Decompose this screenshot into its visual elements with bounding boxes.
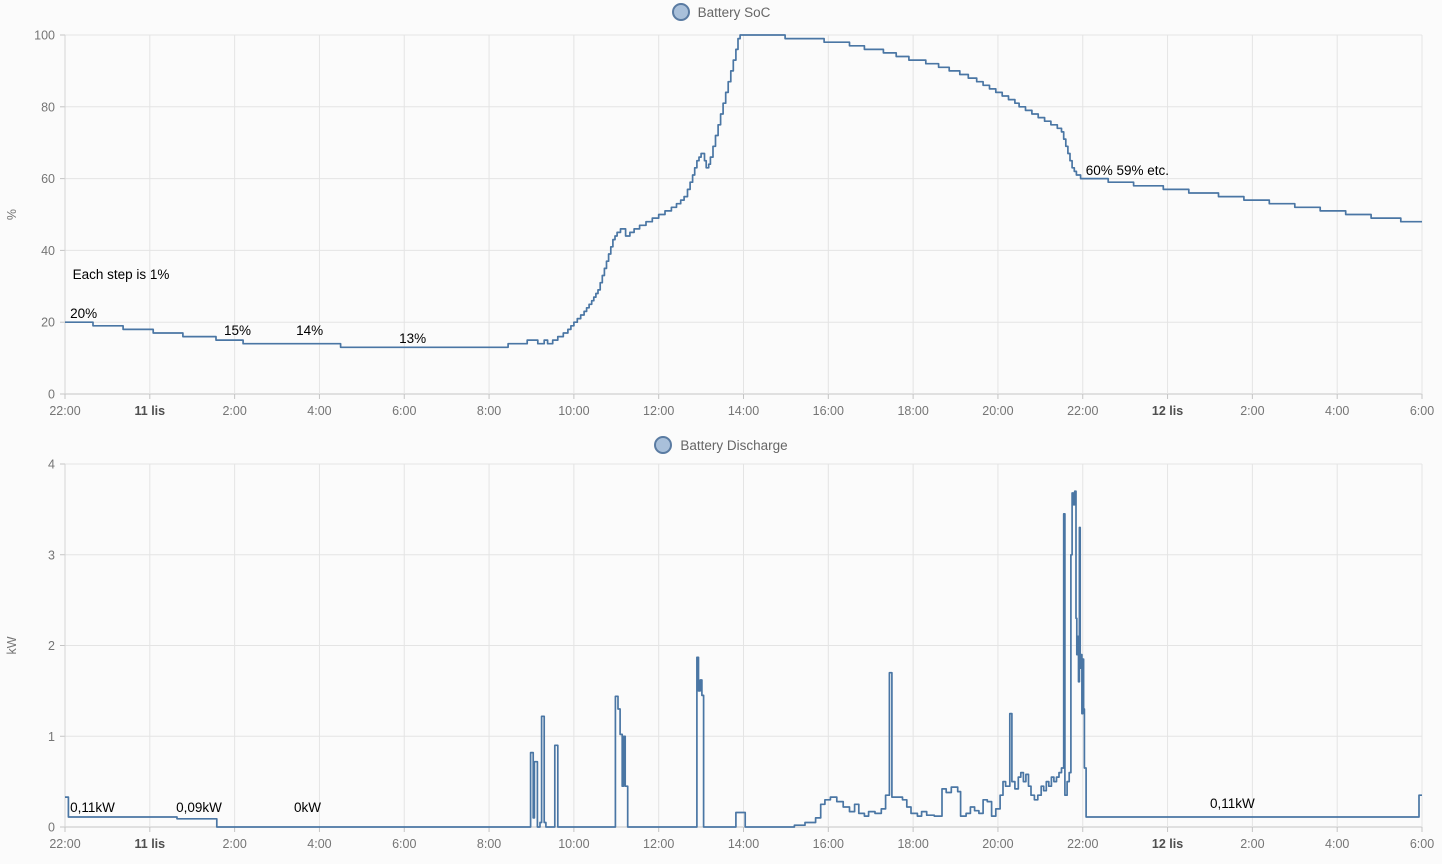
svg-text:13%: 13% bbox=[399, 331, 426, 346]
legend-circle-icon bbox=[671, 3, 690, 21]
svg-text:22:00: 22:00 bbox=[49, 404, 80, 418]
battery-soc-chart: Battery SoC 0 20 40 60 80 100 22:00 11 lis 2:00 4… bbox=[0, 0, 1442, 430]
svg-text:22:00: 22:00 bbox=[49, 837, 80, 851]
svg-text:12:00: 12:00 bbox=[643, 837, 674, 851]
svg-text:11 lis: 11 lis bbox=[135, 837, 166, 851]
svg-text:14%: 14% bbox=[296, 323, 323, 338]
svg-text:0kW: 0kW bbox=[294, 800, 321, 815]
svg-text:60: 60 bbox=[41, 172, 55, 186]
svg-text:14:00: 14:00 bbox=[728, 837, 759, 851]
svg-text:0,09kW: 0,09kW bbox=[176, 800, 222, 815]
svg-text:4:00: 4:00 bbox=[1325, 404, 1349, 418]
svg-text:10:00: 10:00 bbox=[558, 404, 589, 418]
svg-text:12 lis: 12 lis bbox=[1152, 404, 1183, 418]
svg-text:11 lis: 11 lis bbox=[135, 404, 166, 418]
svg-text:15%: 15% bbox=[224, 323, 251, 338]
svg-text:20%: 20% bbox=[70, 306, 97, 321]
svg-text:4:00: 4:00 bbox=[307, 837, 331, 851]
battery-soc-plot-area: 0 20 40 60 80 100 22:00 11 lis 2:00 4:00 6:00 8:00 1… bbox=[5, 29, 1434, 419]
svg-text:2:00: 2:00 bbox=[222, 837, 246, 851]
svg-text:8:00: 8:00 bbox=[477, 837, 501, 851]
battery-discharge-chart: Battery Discharge 0 1 2 3 4 22:00 11 lis 2:00 4:… bbox=[0, 430, 1442, 864]
svg-text:6:00: 6:00 bbox=[1410, 404, 1434, 418]
svg-text:6:00: 6:00 bbox=[1410, 837, 1434, 851]
svg-text:18:00: 18:00 bbox=[897, 837, 928, 851]
svg-text:%: % bbox=[5, 209, 19, 220]
svg-text:22:00: 22:00 bbox=[1067, 404, 1098, 418]
svg-text:4:00: 4:00 bbox=[307, 404, 331, 418]
svg-text:6:00: 6:00 bbox=[392, 404, 416, 418]
svg-text:3: 3 bbox=[48, 548, 55, 562]
svg-text:8:00: 8:00 bbox=[477, 404, 501, 418]
svg-text:2:00: 2:00 bbox=[1240, 404, 1264, 418]
svg-text:80: 80 bbox=[41, 100, 55, 114]
svg-text:60% 59% etc.: 60% 59% etc. bbox=[1086, 163, 1169, 178]
battery-discharge-legend[interactable]: Battery Discharge bbox=[0, 436, 1442, 454]
svg-text:20: 20 bbox=[41, 316, 55, 330]
legend-circle-icon bbox=[654, 436, 673, 454]
svg-text:10:00: 10:00 bbox=[558, 837, 589, 851]
svg-text:20:00: 20:00 bbox=[982, 837, 1013, 851]
svg-text:0,11kW: 0,11kW bbox=[70, 800, 115, 815]
svg-text:6:00: 6:00 bbox=[392, 837, 416, 851]
battery-discharge-plot-area: 0 1 2 3 4 22:00 11 lis 2:00 4:00 6:00 8:00 10:00 12:… bbox=[5, 458, 1434, 852]
svg-text:12:00: 12:00 bbox=[643, 404, 674, 418]
svg-text:100: 100 bbox=[34, 29, 55, 43]
svg-text:2:00: 2:00 bbox=[222, 404, 246, 418]
svg-text:16:00: 16:00 bbox=[813, 837, 844, 851]
svg-text:kW: kW bbox=[5, 636, 19, 654]
svg-text:0,11kW: 0,11kW bbox=[1210, 796, 1255, 811]
svg-text:1: 1 bbox=[48, 730, 55, 744]
svg-text:14:00: 14:00 bbox=[728, 404, 759, 418]
svg-text:4: 4 bbox=[48, 458, 55, 472]
battery-discharge-legend-label: Battery Discharge bbox=[680, 437, 788, 453]
svg-text:2: 2 bbox=[48, 639, 55, 653]
svg-text:20:00: 20:00 bbox=[982, 404, 1013, 418]
battery-soc-legend-label: Battery SoC bbox=[697, 4, 771, 20]
svg-text:0: 0 bbox=[48, 821, 55, 835]
svg-text:22:00: 22:00 bbox=[1067, 837, 1098, 851]
svg-text:2:00: 2:00 bbox=[1240, 837, 1264, 851]
svg-text:Each step is 1%: Each step is 1% bbox=[73, 267, 170, 282]
svg-text:18:00: 18:00 bbox=[897, 404, 928, 418]
svg-text:16:00: 16:00 bbox=[813, 404, 844, 418]
svg-text:4:00: 4:00 bbox=[1325, 837, 1349, 851]
battery-soc-legend[interactable]: Battery SoC bbox=[0, 3, 1442, 21]
svg-text:40: 40 bbox=[41, 244, 55, 258]
svg-text:0: 0 bbox=[48, 388, 55, 402]
svg-text:12 lis: 12 lis bbox=[1152, 837, 1183, 851]
